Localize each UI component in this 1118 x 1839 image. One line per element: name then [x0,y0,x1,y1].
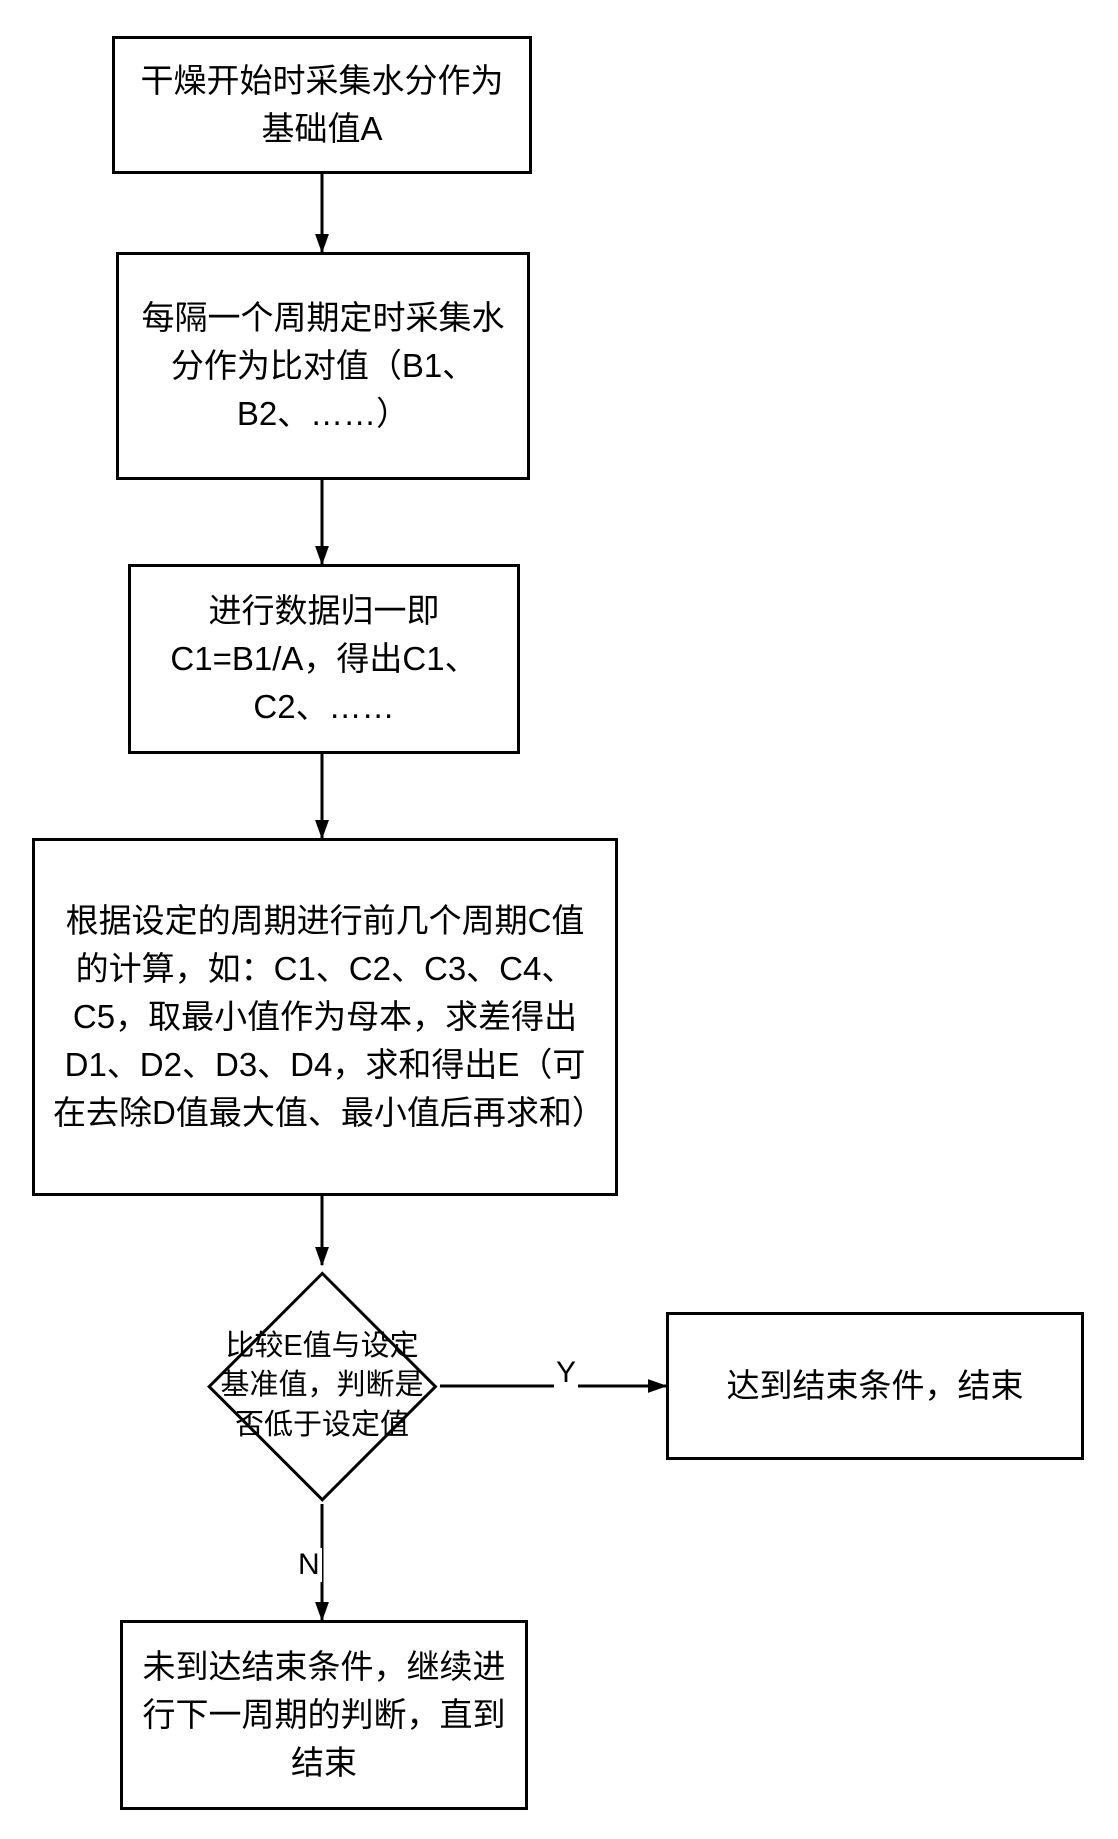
node-text-n3: 进行数据归一即C1=B1/A，得出C1、C2、…… [149,587,499,731]
node-text-n7: 未到达结束条件，继续进行下一周期的判断，直到结束 [141,1643,507,1787]
edge-label-5: N [296,1548,322,1582]
node-text-n2: 每隔一个周期定时采集水分作为比对值（B1、B2、……） [137,294,509,438]
node-n5: 比较E值与设定基准值，判断是否低于设定值 [207,1271,437,1501]
node-n4: 根据设定的周期进行前几个周期C值的计算，如：C1、C2、C3、C4、C5，取最小… [32,838,618,1196]
node-n1: 干燥开始时采集水分作为基础值A [112,36,532,174]
node-n3: 进行数据归一即C1=B1/A，得出C1、C2、…… [128,564,520,754]
node-n7: 未到达结束条件，继续进行下一周期的判断，直到结束 [120,1620,528,1810]
node-n2: 每隔一个周期定时采集水分作为比对值（B1、B2、……） [116,252,530,480]
flowchart-canvas: 干燥开始时采集水分作为基础值A 每隔一个周期定时采集水分作为比对值（B1、B2、…… [0,0,1118,1839]
node-n6: 达到结束条件，结束 [666,1312,1084,1460]
node-text-n6: 达到结束条件，结束 [727,1362,1024,1410]
edge-label-4: Y [554,1356,578,1390]
node-text-n5: 比较E值与设定基准值，判断是否低于设定值 [212,1327,432,1444]
node-text-n4: 根据设定的周期进行前几个周期C值的计算，如：C1、C2、C3、C4、C5，取最小… [53,897,597,1136]
node-text-n1: 干燥开始时采集水分作为基础值A [133,57,511,153]
